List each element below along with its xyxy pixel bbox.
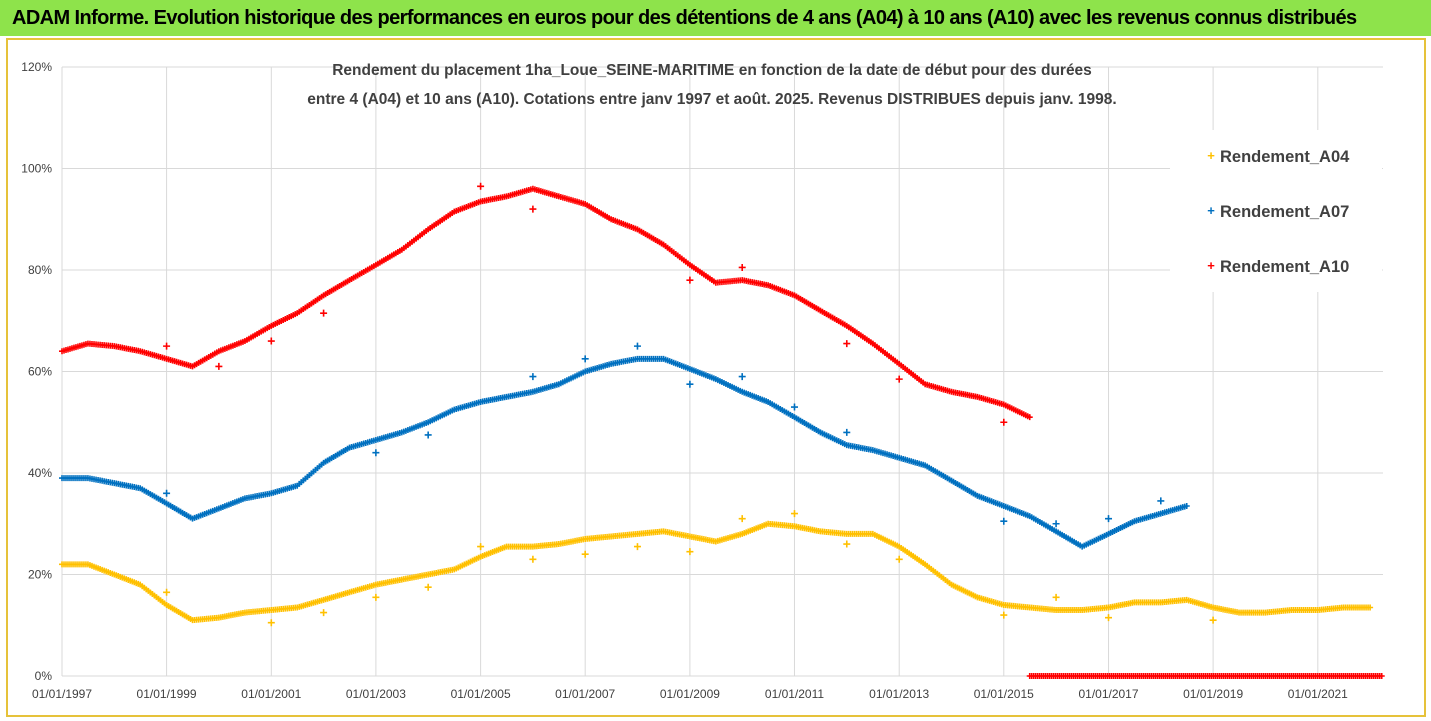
y-tick-label: 100% — [21, 162, 52, 176]
outlier-point — [686, 276, 694, 284]
outlier-point — [1000, 611, 1008, 619]
outlier-point — [529, 205, 537, 213]
series-Rendement_A04 — [59, 510, 1374, 627]
outlier-point — [790, 403, 798, 411]
outlier-point — [1157, 497, 1165, 505]
series-group — [59, 182, 1385, 679]
chart-subtitle-line-1: Rendement du placement 1ha_Loue_SEINE-MA… — [332, 62, 1092, 79]
outlier-point — [424, 583, 432, 591]
outlier-point — [738, 515, 746, 523]
outlier-point — [581, 355, 589, 363]
legend-label-a10: Rendement_A10 — [1220, 258, 1349, 276]
legend-marker-a10: + — [1207, 258, 1215, 273]
outlier-point — [633, 342, 641, 350]
outlier-point — [895, 375, 903, 383]
x-tick-label: 01/01/2017 — [1078, 687, 1138, 701]
outlier-point — [529, 373, 537, 381]
outlier-point — [529, 555, 537, 563]
page-title: ADAM Informe. Evolution historique des p… — [12, 6, 1357, 29]
outlier-point — [372, 593, 380, 601]
data-point — [1367, 604, 1374, 611]
x-tick-labels: 01/01/1997 01/01/1999 01/01/2001 01/01/2003… — [32, 687, 1348, 701]
outlier-point — [163, 342, 171, 350]
outlier-point — [320, 609, 328, 617]
data-point — [1026, 414, 1033, 421]
data-point — [1183, 502, 1190, 509]
outlier-point — [1052, 593, 1060, 601]
x-tick-label: 01/01/2007 — [555, 687, 615, 701]
x-tick-label: 01/01/2001 — [241, 687, 301, 701]
outlier-point — [424, 431, 432, 439]
outlier-point — [320, 309, 328, 317]
legend-marker-a04: + — [1207, 148, 1215, 163]
outlier-point — [581, 550, 589, 558]
legend-item-a07: + Rendement_A07 — [1207, 203, 1349, 221]
y-tick-labels: 0% 20% 40% 60% 80% 100% 120% — [21, 60, 52, 683]
outlier-point — [163, 588, 171, 596]
series-Rendement_A10 — [59, 182, 1385, 679]
gridlines — [61, 66, 1383, 677]
outlier-point — [633, 543, 641, 551]
x-tick-label: 01/01/2019 — [1183, 687, 1243, 701]
outlier-point — [1105, 515, 1113, 523]
y-tick-label: 80% — [28, 263, 52, 277]
outlier-point — [477, 543, 485, 551]
chart-border — [6, 38, 1426, 717]
legend-item-a10: + Rendement_A10 — [1207, 258, 1349, 276]
legend-label-a04: Rendement_A04 — [1220, 148, 1350, 166]
x-tick-label: 01/01/2013 — [869, 687, 929, 701]
y-tick-label: 60% — [28, 365, 52, 379]
outlier-point — [738, 373, 746, 381]
x-tick-label: 01/01/1999 — [137, 687, 197, 701]
outlier-point — [686, 380, 694, 388]
outlier-point — [843, 428, 851, 436]
outlier-point — [686, 548, 694, 556]
y-tick-label: 40% — [28, 466, 52, 480]
outlier-point — [790, 510, 798, 518]
title-banner: ADAM Informe. Evolution historique des p… — [0, 0, 1431, 36]
x-tick-label: 01/01/2021 — [1288, 687, 1348, 701]
legend-marker-a07: + — [1207, 203, 1215, 218]
y-tick-label: 120% — [21, 60, 52, 74]
outlier-point — [1105, 614, 1113, 622]
zero-point — [1378, 673, 1385, 679]
legend-label-a07: Rendement_A07 — [1220, 203, 1349, 221]
chart-subtitle-line-2: entre 4 (A04) et 10 ans (A10). Cotations… — [307, 91, 1116, 108]
y-tick-label: 0% — [35, 669, 53, 683]
outlier-point — [163, 489, 171, 497]
outlier-point — [372, 449, 380, 457]
outlier-point — [477, 182, 485, 190]
legend-box — [1170, 130, 1382, 292]
legend-item-a04: + Rendement_A04 — [1207, 148, 1350, 166]
outlier-point — [1000, 517, 1008, 525]
x-tick-label: 01/01/2015 — [974, 687, 1034, 701]
outlier-point — [895, 555, 903, 563]
x-tick-label: 01/01/2009 — [660, 687, 720, 701]
outlier-point — [267, 619, 275, 627]
outlier-point — [1000, 418, 1008, 426]
y-tick-label: 20% — [28, 568, 52, 582]
outlier-point — [267, 337, 275, 345]
legend: + Rendement_A04 + Rendement_A07 + Rendem… — [1170, 130, 1382, 292]
x-tick-label: 01/01/2011 — [765, 687, 824, 701]
outlier-point — [843, 540, 851, 548]
series-Rendement_A07 — [59, 342, 1190, 550]
outlier-point — [1052, 520, 1060, 528]
x-tick-label: 01/01/2005 — [451, 687, 511, 701]
x-tick-label: 01/01/2003 — [346, 687, 406, 701]
outlier-point — [215, 362, 223, 370]
outlier-point — [843, 340, 851, 348]
outlier-point — [1209, 616, 1217, 624]
x-tick-label: 01/01/1997 — [32, 687, 92, 701]
outlier-point — [738, 263, 746, 271]
